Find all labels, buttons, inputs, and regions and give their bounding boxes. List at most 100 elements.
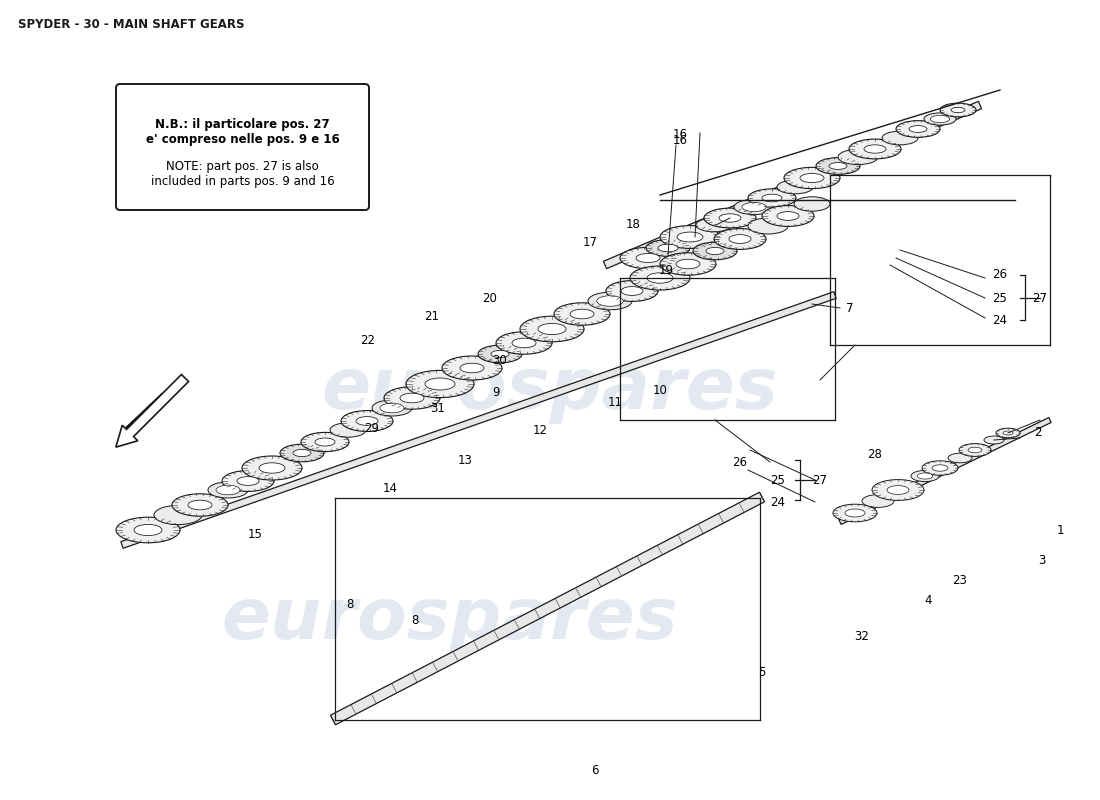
Ellipse shape	[862, 494, 894, 507]
Ellipse shape	[341, 410, 393, 431]
Ellipse shape	[154, 506, 202, 525]
Text: 27: 27	[813, 474, 827, 486]
Ellipse shape	[379, 403, 404, 413]
Ellipse shape	[948, 453, 972, 462]
Text: 12: 12	[532, 423, 548, 437]
Text: 31: 31	[430, 402, 446, 414]
Text: 32: 32	[855, 630, 869, 642]
Ellipse shape	[911, 470, 939, 482]
Ellipse shape	[242, 456, 302, 480]
Ellipse shape	[646, 240, 690, 256]
Ellipse shape	[588, 292, 632, 310]
Text: 27: 27	[1033, 291, 1047, 305]
FancyBboxPatch shape	[116, 84, 368, 210]
Polygon shape	[839, 418, 1052, 525]
Ellipse shape	[940, 103, 976, 117]
Polygon shape	[125, 393, 170, 435]
Text: 10: 10	[652, 383, 668, 397]
Ellipse shape	[188, 500, 212, 510]
Ellipse shape	[491, 350, 509, 358]
Text: 11: 11	[607, 395, 623, 409]
Ellipse shape	[777, 180, 813, 194]
Text: 24: 24	[992, 314, 1008, 326]
Text: 16: 16	[672, 134, 688, 146]
Text: 3: 3	[1038, 554, 1046, 566]
Ellipse shape	[800, 174, 824, 182]
Ellipse shape	[676, 232, 703, 242]
Text: 30: 30	[493, 354, 507, 366]
Ellipse shape	[959, 443, 991, 456]
Text: 25: 25	[992, 291, 1008, 305]
Text: 2: 2	[1034, 426, 1042, 438]
Text: 25: 25	[771, 474, 785, 486]
Ellipse shape	[520, 316, 584, 342]
Ellipse shape	[784, 167, 840, 189]
Text: 7: 7	[846, 302, 854, 314]
Text: 14: 14	[383, 482, 397, 494]
Ellipse shape	[742, 202, 766, 211]
Ellipse shape	[658, 244, 678, 252]
Ellipse shape	[442, 356, 502, 380]
Ellipse shape	[554, 302, 610, 325]
Text: 9: 9	[493, 386, 499, 399]
Ellipse shape	[660, 226, 720, 248]
Ellipse shape	[931, 115, 949, 122]
Ellipse shape	[372, 400, 412, 416]
Ellipse shape	[636, 254, 660, 262]
Text: 1: 1	[1056, 523, 1064, 537]
Ellipse shape	[621, 286, 643, 295]
Text: 15: 15	[248, 529, 263, 542]
Ellipse shape	[968, 447, 982, 453]
Ellipse shape	[172, 494, 228, 516]
FancyArrow shape	[116, 374, 188, 447]
Ellipse shape	[887, 486, 909, 494]
Ellipse shape	[1003, 431, 1013, 435]
Ellipse shape	[704, 208, 756, 228]
Ellipse shape	[512, 338, 536, 348]
Text: NOTE: part pos. 27 is also
included in parts pos. 9 and 16: NOTE: part pos. 27 is also included in p…	[151, 160, 334, 188]
Polygon shape	[121, 292, 836, 548]
Text: 26: 26	[733, 455, 748, 469]
Ellipse shape	[845, 509, 865, 517]
Ellipse shape	[864, 145, 886, 153]
Ellipse shape	[676, 259, 700, 269]
Ellipse shape	[356, 417, 378, 426]
Ellipse shape	[794, 197, 830, 211]
Text: 16: 16	[672, 129, 688, 142]
Ellipse shape	[882, 131, 918, 145]
Ellipse shape	[696, 218, 732, 232]
Ellipse shape	[216, 485, 240, 494]
Ellipse shape	[222, 470, 274, 491]
Text: 19: 19	[659, 263, 673, 277]
Ellipse shape	[693, 242, 737, 260]
Ellipse shape	[762, 206, 814, 226]
Ellipse shape	[315, 438, 336, 446]
Ellipse shape	[706, 247, 724, 254]
Ellipse shape	[833, 504, 877, 522]
Ellipse shape	[872, 480, 924, 501]
Ellipse shape	[849, 139, 901, 159]
Ellipse shape	[134, 525, 162, 536]
Ellipse shape	[496, 332, 552, 354]
Ellipse shape	[620, 247, 676, 269]
Text: 8: 8	[346, 598, 354, 611]
Ellipse shape	[996, 428, 1020, 438]
Ellipse shape	[829, 162, 847, 170]
Ellipse shape	[714, 229, 766, 250]
Ellipse shape	[816, 158, 860, 174]
Ellipse shape	[330, 422, 366, 437]
Ellipse shape	[984, 436, 1004, 444]
Polygon shape	[604, 102, 981, 269]
Ellipse shape	[734, 199, 774, 214]
Text: 24: 24	[770, 495, 785, 509]
Text: SPYDER - 30 - MAIN SHAFT GEARS: SPYDER - 30 - MAIN SHAFT GEARS	[18, 18, 244, 31]
Ellipse shape	[570, 309, 594, 318]
Ellipse shape	[660, 253, 716, 275]
Ellipse shape	[293, 450, 311, 457]
Text: 22: 22	[361, 334, 375, 346]
Ellipse shape	[896, 121, 940, 138]
Polygon shape	[330, 492, 764, 725]
Ellipse shape	[924, 113, 956, 125]
Text: 21: 21	[425, 310, 440, 322]
Text: 6: 6	[592, 763, 598, 777]
